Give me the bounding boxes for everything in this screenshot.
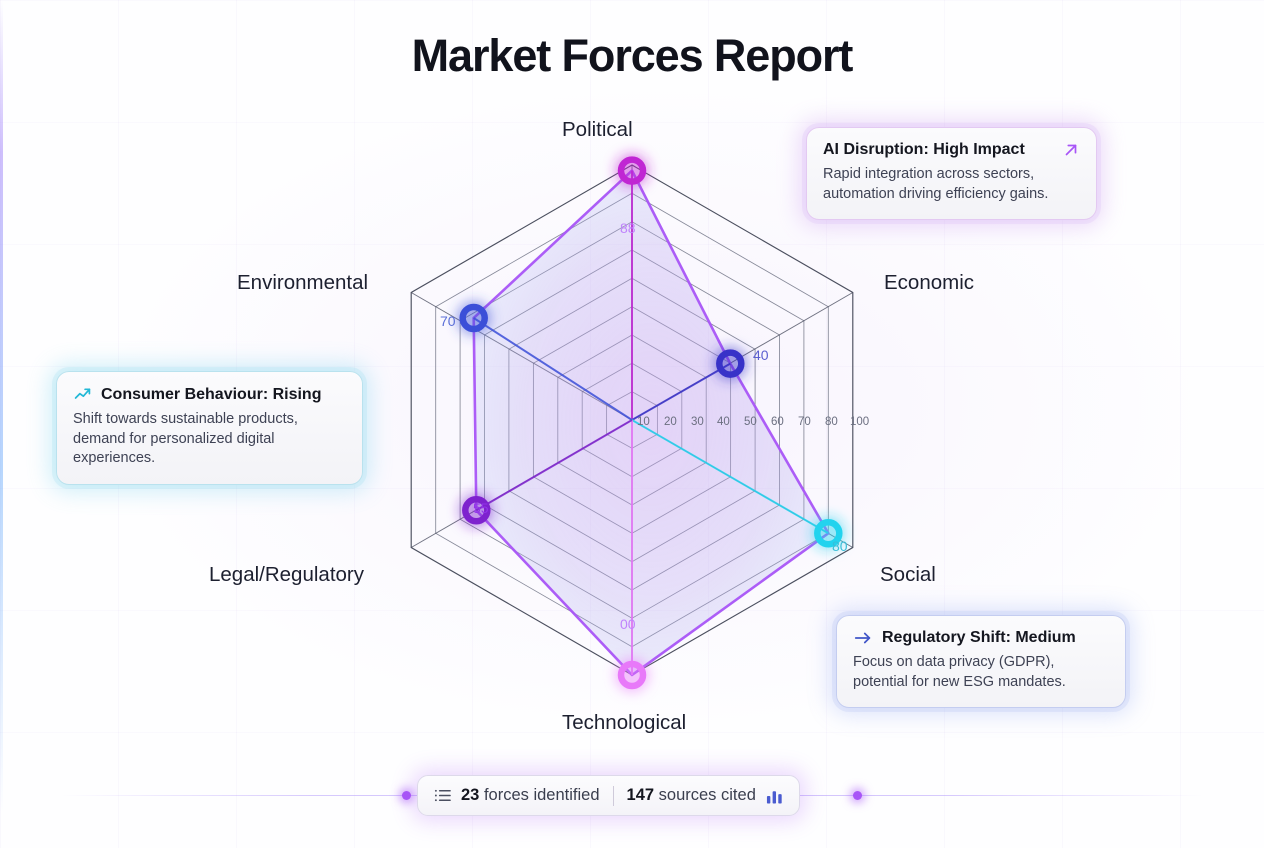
- axis-label-economic: Economic: [884, 271, 975, 294]
- card-regulatory-body: Focus on data privacy (GDPR), potential …: [853, 654, 1066, 690]
- radar-chart: Political Economic Social Technological …: [209, 110, 974, 734]
- tick-label-100: 100: [850, 416, 870, 428]
- page-edge-accent: [0, 0, 3, 848]
- value-label-environmental: 70: [440, 313, 456, 329]
- radar-chart-svg: [410, 156, 854, 690]
- annotation-card-consumer-behaviour[interactable]: Consumer Behaviour: Rising Shift towards…: [56, 371, 363, 485]
- tick-label-80: 80: [825, 416, 838, 428]
- tick-label-60: 60: [771, 416, 784, 428]
- card-regulatory-title: Regulatory Shift: Medium: [882, 629, 1076, 646]
- card-ai-body: Rapid integration across sectors, automa…: [823, 166, 1049, 202]
- tick-label-30: 30: [691, 416, 704, 428]
- value-label-political: 88: [620, 220, 636, 236]
- axis-label-social: Social: [880, 563, 936, 586]
- tick-label-40: 40: [717, 416, 730, 428]
- bar-chart-icon: [766, 788, 783, 804]
- card-title-row: Consumer Behaviour: Rising: [73, 385, 346, 404]
- annotation-card-ai-disruption[interactable]: AI Disruption: High Impact Rapid integra…: [806, 127, 1097, 221]
- arrow-up-right-icon: [1062, 141, 1080, 159]
- axis-label-technological: Technological: [562, 711, 687, 734]
- card-title-row: Regulatory Shift: Medium: [853, 629, 1109, 647]
- trending-up-icon: [73, 385, 92, 404]
- axis-label-legal: Legal/Regulatory: [209, 563, 364, 586]
- list-icon: [434, 788, 451, 803]
- sources-label: sources cited: [658, 786, 756, 804]
- card-consumer-body: Shift towards sustainable products, dema…: [73, 411, 298, 467]
- annotation-card-regulatory-shift[interactable]: Regulatory Shift: Medium Focus on data p…: [836, 615, 1126, 709]
- tick-label-10: 10: [637, 416, 650, 428]
- tick-label-20: 20: [664, 416, 677, 428]
- arrow-right-icon: [853, 629, 873, 647]
- forces-count: 23: [461, 786, 480, 804]
- page-title: Market Forces Report: [411, 30, 854, 81]
- value-label-economic: 40: [753, 347, 769, 363]
- card-consumer-title: Consumer Behaviour: Rising: [101, 385, 322, 403]
- sources-stat: 147 sources cited: [627, 786, 756, 805]
- card-title-row: AI Disruption: High Impact: [823, 141, 1080, 159]
- tick-label-50: 50: [744, 416, 757, 428]
- footer-dot-left: [402, 791, 411, 800]
- value-label-technological: 00: [620, 616, 636, 632]
- tick-label-70: 70: [798, 416, 811, 428]
- footer-stats-pill[interactable]: 23 forces identified 147 sources cited: [417, 775, 800, 816]
- card-ai-title: AI Disruption: High Impact: [823, 141, 1025, 158]
- sources-count: 147: [626, 786, 655, 804]
- value-label-social: 80: [832, 538, 848, 554]
- axis-label-political: Political: [562, 118, 633, 141]
- footer-dot-right: [853, 791, 862, 800]
- value-label-legal: 55: [473, 500, 489, 516]
- forces-stat: 23 forces identified: [461, 786, 600, 805]
- axis-label-environmental: Environmental: [237, 271, 369, 294]
- forces-label: forces identified: [483, 786, 600, 804]
- pill-divider: [612, 785, 614, 806]
